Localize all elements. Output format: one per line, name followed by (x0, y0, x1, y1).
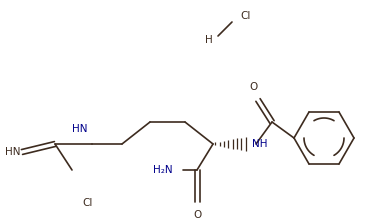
Text: Cl: Cl (240, 11, 250, 21)
Text: O: O (249, 82, 257, 92)
Text: O: O (193, 210, 201, 220)
Text: HN: HN (72, 124, 88, 134)
Text: H₂N: H₂N (154, 165, 173, 175)
Text: HN: HN (5, 147, 20, 157)
Text: NH: NH (252, 139, 267, 149)
Text: H: H (205, 35, 213, 45)
Text: Cl: Cl (82, 198, 92, 208)
